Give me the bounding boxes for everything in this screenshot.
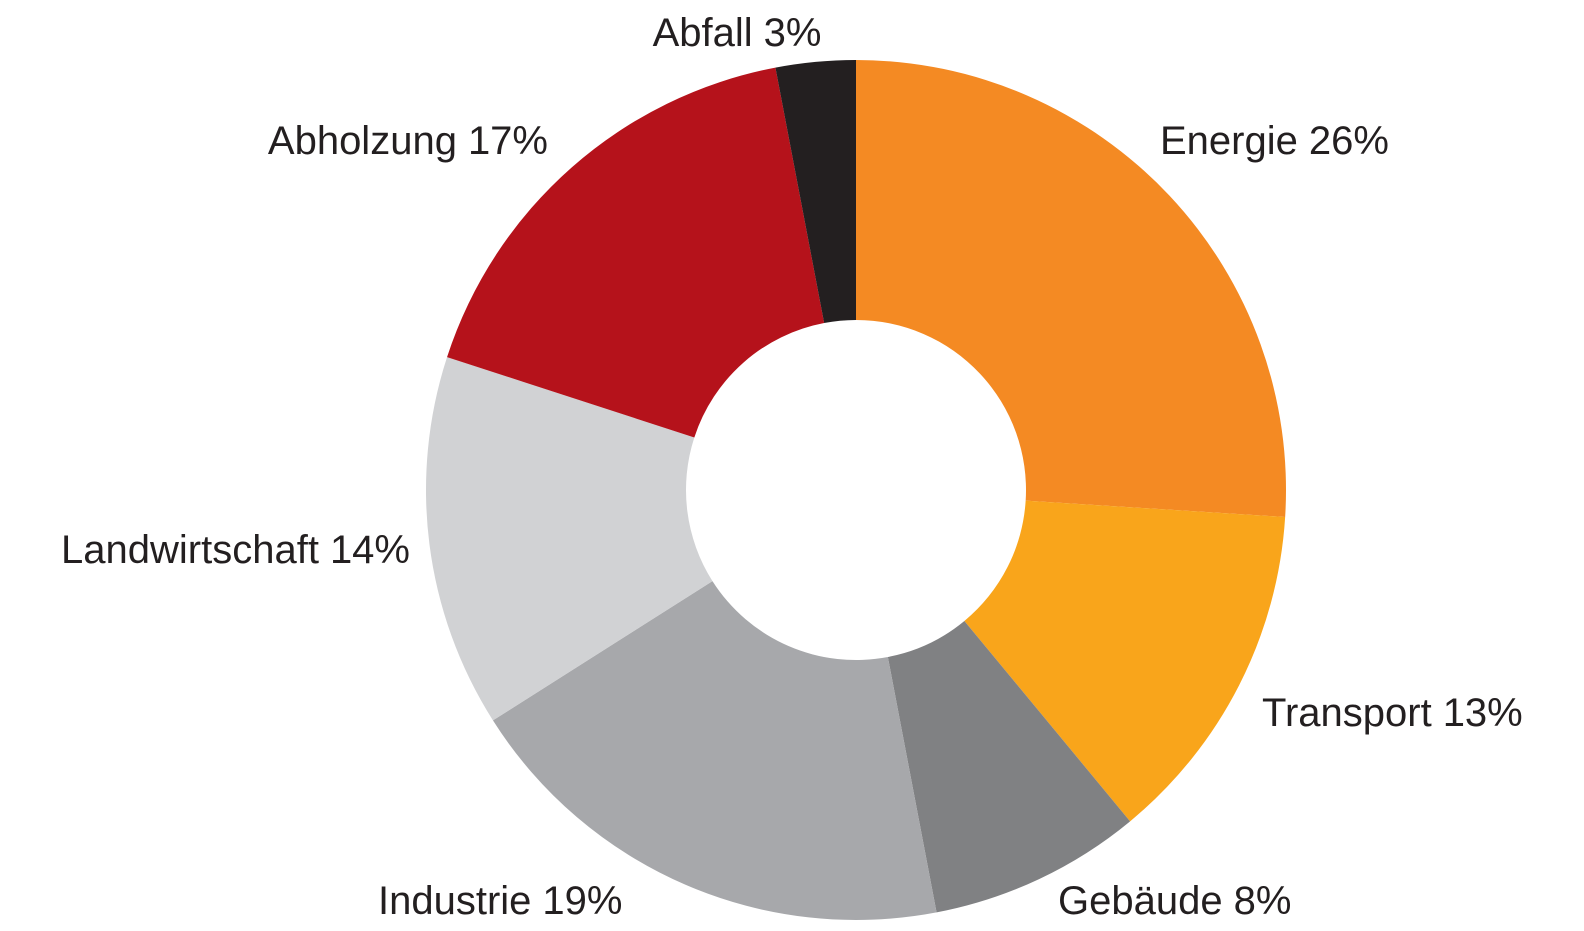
category-name: Energie: [1160, 119, 1298, 163]
category-name: Landwirtschaft: [61, 528, 319, 572]
value-label: 3%: [764, 11, 822, 55]
segment-label: Energie 26%: [1160, 119, 1389, 163]
category-name: Abfall: [653, 11, 753, 55]
segment-label: Gebäude 8%: [1058, 879, 1291, 923]
value-label: 13%: [1443, 691, 1523, 735]
segment-label: Transport 13%: [1262, 691, 1523, 735]
segment-label: Abholzung 17%: [268, 119, 548, 163]
category-name: Gebäude: [1058, 879, 1223, 923]
donut-segment: [887, 620, 1131, 913]
value-label: 26%: [1309, 119, 1389, 163]
donut-segment: [426, 357, 713, 721]
value-label: 14%: [330, 528, 410, 572]
category-name: Abholzung: [268, 119, 457, 163]
value-label: 19%: [542, 879, 622, 923]
donut-segment: [856, 60, 1286, 517]
category-name: Industrie: [378, 879, 531, 923]
donut-segment: [492, 581, 937, 921]
donut-segment: [964, 500, 1286, 822]
value-label: 17%: [468, 119, 548, 163]
donut-segment: [447, 67, 825, 438]
segment-label: Industrie 19%: [378, 879, 622, 923]
category-name: Transport: [1262, 691, 1432, 735]
donut-segment: [775, 60, 856, 324]
segment-label: Abfall 3%: [653, 11, 822, 55]
segment-label: Landwirtschaft 14%: [61, 528, 410, 572]
value-label: 8%: [1234, 879, 1292, 923]
